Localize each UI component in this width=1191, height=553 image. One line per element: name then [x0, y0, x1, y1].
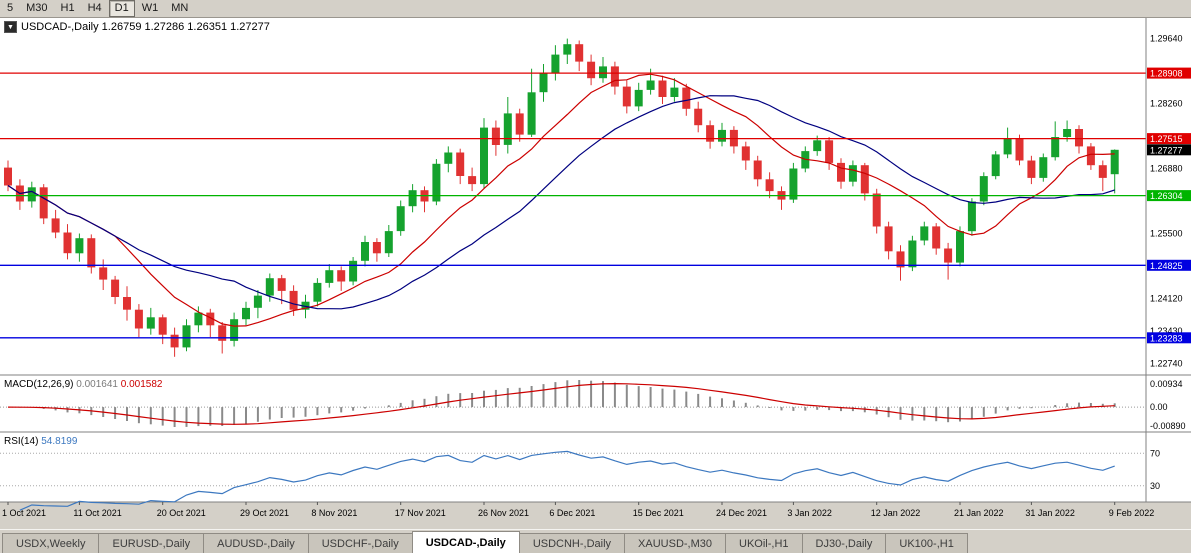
ma-fast-line	[7, 73, 1115, 327]
svg-text:RSI(14) 54.8199: RSI(14) 54.8199	[4, 436, 78, 447]
chart-canvas[interactable]: 0.00934 0.00 -0.00890 MACD(12,26,9) 0.00164…	[0, 18, 1191, 529]
svg-text:24 Dec 2021: 24 Dec 2021	[716, 508, 767, 518]
timeframe-mn[interactable]: MN	[171, 2, 189, 14]
ma-slow-line	[7, 95, 1115, 310]
svg-text:21 Jan 2022: 21 Jan 2022	[954, 508, 1004, 518]
tab-dj30-daily[interactable]: DJ30-,Daily	[801, 533, 887, 553]
svg-text:9 Feb 2022: 9 Feb 2022	[1109, 508, 1155, 518]
svg-text:29 Oct 2021: 29 Oct 2021	[240, 508, 289, 518]
svg-text:0.00: 0.00	[1150, 402, 1168, 412]
timeframe-toolbar: 5 M30 H1 H4 D1 W1 MN	[0, 0, 1191, 18]
svg-text:1.24825: 1.24825	[1150, 261, 1183, 271]
chart-title-text: USDCAD-,Daily 1.26759 1.27286 1.26351 1.…	[21, 21, 270, 33]
svg-text:1.28908: 1.28908	[1150, 69, 1183, 79]
tab-xauusd-m30[interactable]: XAUUSD-,M30	[624, 533, 727, 553]
svg-text:31 Jan 2022: 31 Jan 2022	[1025, 508, 1075, 518]
symbol-tabs: USDX,Weekly EURUSD-,Daily AUDUSD-,Daily USD…	[0, 529, 1191, 553]
svg-text:1.29640: 1.29640	[1150, 34, 1183, 44]
tab-audusd-daily[interactable]: AUDUSD-,Daily	[203, 533, 309, 553]
tab-usdcnh-daily[interactable]: USDCNH-,Daily	[518, 533, 626, 553]
timeframe-d1[interactable]: D1	[108, 0, 135, 17]
svg-text:8 Nov 2021: 8 Nov 2021	[311, 508, 357, 518]
svg-text:MACD(12,26,9) 0.001641 0.00158: MACD(12,26,9) 0.001641 0.001582	[4, 379, 163, 390]
date-axis[interactable]: 1 Oct 2021 11 Oct 2021 20 Oct 2021 29 Oct 2…	[2, 502, 1154, 518]
svg-text:1.23283: 1.23283	[1150, 333, 1183, 343]
svg-text:-0.00890: -0.00890	[1150, 421, 1186, 431]
price-axis[interactable]: 1.29640 1.28260 1.26880 1.25500 1.24120 1.234…	[1147, 34, 1191, 369]
tab-uk100-h1[interactable]: UK100-,H1	[885, 533, 968, 553]
chart-window: ▼ USDCAD-,Daily 1.26759 1.27286 1.26351 …	[0, 18, 1191, 529]
timeframe-h1[interactable]: H1	[60, 2, 75, 14]
candles-layer[interactable]	[4, 38, 1119, 357]
svg-text:12 Jan 2022: 12 Jan 2022	[871, 508, 921, 518]
timeframe-h4[interactable]: H4	[87, 2, 102, 14]
macd-panel: 0.00934 0.00 -0.00890 MACD(12,26,9) 0.00164…	[0, 379, 1186, 431]
svg-text:0.00934: 0.00934	[1150, 379, 1183, 389]
timeframe-w1[interactable]: W1	[141, 2, 159, 14]
svg-text:6 Dec 2021: 6 Dec 2021	[549, 508, 595, 518]
chart-dropdown-icon[interactable]: ▼	[4, 21, 17, 33]
svg-text:17 Nov 2021: 17 Nov 2021	[395, 508, 446, 518]
tab-ukoil-h1[interactable]: UKOil-,H1	[725, 533, 803, 553]
svg-text:26 Nov 2021: 26 Nov 2021	[478, 508, 529, 518]
timeframe-5[interactable]: 5	[7, 2, 14, 14]
tab-usdcad-daily[interactable]: USDCAD-,Daily	[411, 531, 520, 553]
horizontal-levels[interactable]	[0, 72, 1146, 339]
svg-text:1.23430: 1.23430	[1150, 326, 1183, 336]
svg-text:15 Dec 2021: 15 Dec 2021	[633, 508, 684, 518]
svg-text:1.28260: 1.28260	[1150, 99, 1183, 109]
svg-text:11 Oct 2021: 11 Oct 2021	[73, 508, 121, 518]
svg-text:1.26304: 1.26304	[1150, 191, 1183, 201]
svg-text:20 Oct 2021: 20 Oct 2021	[157, 508, 206, 518]
tab-usdchf-daily[interactable]: USDCHF-,Daily	[307, 533, 413, 553]
svg-text:1.24120: 1.24120	[1150, 293, 1183, 303]
rsi-panel: 70 30 RSI(14) 54.8199	[0, 436, 1160, 511]
svg-text:1.27277: 1.27277	[1150, 145, 1183, 155]
tab-usdx-weekly[interactable]: USDX,Weekly	[2, 533, 100, 553]
chart-title: ▼ USDCAD-,Daily 1.26759 1.27286 1.26351 …	[4, 21, 270, 33]
svg-text:30: 30	[1150, 481, 1160, 491]
tab-eurusd-daily[interactable]: EURUSD-,Daily	[98, 533, 205, 553]
svg-text:1.25500: 1.25500	[1150, 229, 1183, 239]
svg-text:1.26880: 1.26880	[1150, 164, 1183, 174]
svg-text:1.27515: 1.27515	[1150, 134, 1183, 144]
svg-text:1.22740: 1.22740	[1150, 358, 1183, 368]
svg-text:3 Jan 2022: 3 Jan 2022	[787, 508, 832, 518]
svg-text:1 Oct 2021: 1 Oct 2021	[2, 508, 46, 518]
svg-text:70: 70	[1150, 448, 1160, 458]
timeframe-m30[interactable]: M30	[26, 2, 48, 14]
